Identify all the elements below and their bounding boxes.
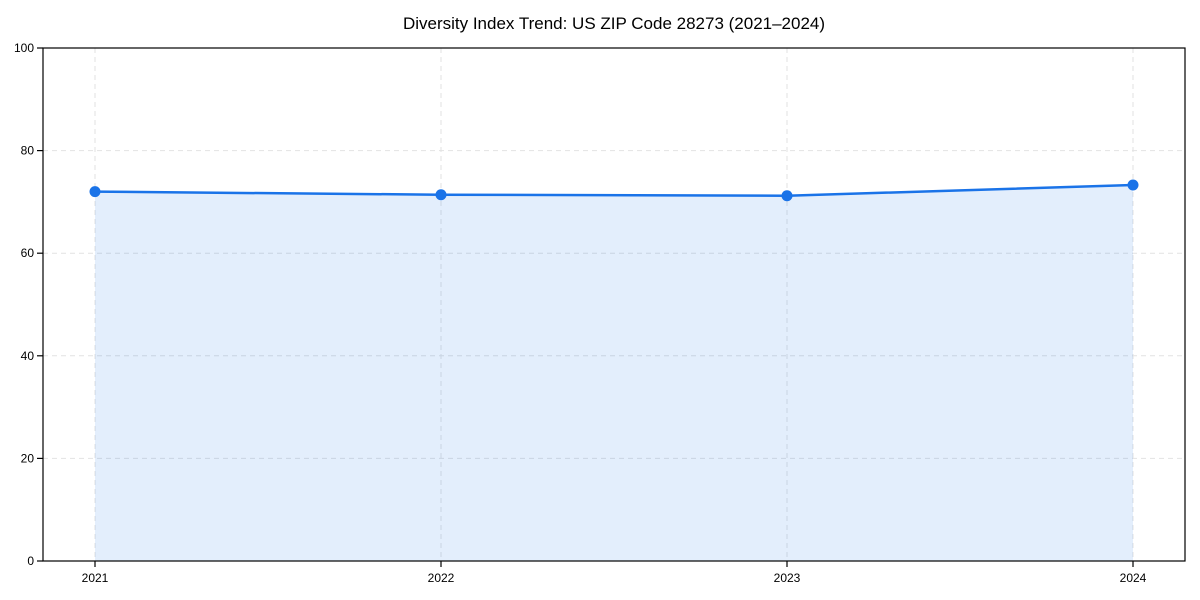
y-tick-label: 100: [14, 41, 34, 55]
plot-border: [42, 47, 1186, 562]
y-tick-label: 60: [21, 246, 35, 260]
y-tick-label: 20: [21, 451, 35, 465]
y-tick-label: 80: [21, 144, 35, 158]
y-tick-label: 0: [27, 554, 34, 568]
x-tick-label: 2024: [1120, 571, 1147, 585]
x-tick-label: 2023: [774, 571, 801, 585]
plot-area: 0 20 40 60 80 100 2021 2022 2023 2024: [14, 41, 1186, 585]
y-tick-label: 40: [21, 349, 35, 363]
data-point: [435, 189, 447, 201]
data-point: [781, 190, 793, 202]
area-fill: [95, 184, 1133, 561]
trend-line: [93, 183, 1135, 197]
chart-title: Diversity Index Trend: US ZIP Code 28273…: [403, 14, 825, 33]
x-tick-label: 2021: [82, 571, 109, 585]
data-point: [1127, 179, 1139, 191]
x-tick-label: 2022: [428, 571, 455, 585]
data-point: [89, 186, 101, 198]
